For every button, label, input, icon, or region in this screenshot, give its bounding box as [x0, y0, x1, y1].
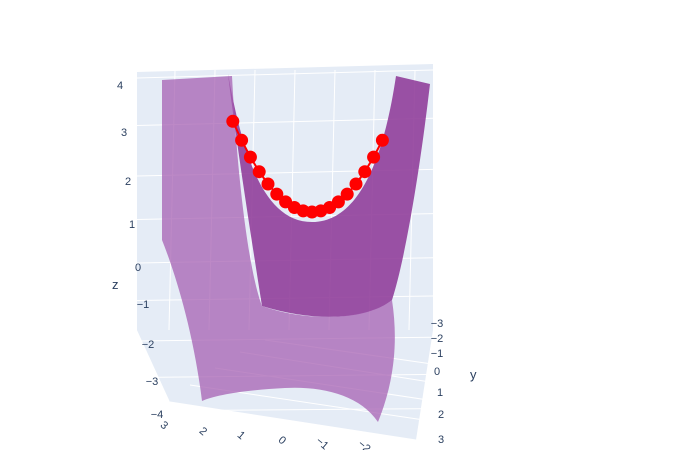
x-tick-label: 3 [158, 419, 170, 432]
scatter-point [235, 133, 249, 147]
y-tick-label: −2 [431, 333, 444, 345]
left-wall [137, 72, 170, 402]
scatter-point [226, 114, 240, 128]
x-tick-label: 0 [276, 434, 288, 447]
grid-line-z [136, 408, 434, 412]
x-tick-label: 1 [235, 429, 247, 442]
scatter-point [261, 177, 275, 191]
grid-line-floor [169, 401, 417, 441]
z-tick-label: 3 [121, 127, 127, 139]
y-axis-ticks: −3 −2 −1 0 1 2 3 [431, 318, 444, 446]
y-tick-label: 0 [434, 366, 440, 378]
z-tick-label: −4 [151, 409, 164, 421]
surface-far-sheet [228, 74, 430, 317]
grid-line-z [136, 69, 434, 79]
y-tick-label: −1 [431, 348, 444, 360]
scatter-point [252, 165, 266, 179]
scatter-point [349, 177, 363, 191]
scatter-point [367, 150, 381, 164]
scatter-point [340, 187, 354, 201]
z-tick-label: 1 [129, 219, 135, 231]
surface-near-sheet [162, 76, 395, 422]
x-tick-label: −2 [355, 438, 372, 450]
z-tick-label: −2 [142, 339, 155, 351]
scatter-point [243, 150, 257, 164]
y-axis-title: y [470, 367, 477, 382]
scatter-point [375, 133, 389, 147]
z-tick-label: 0 [135, 262, 141, 274]
scatter-trace [226, 114, 389, 219]
z-tick-label: −3 [146, 376, 159, 388]
y-tick-label: 3 [438, 434, 444, 446]
y-tick-label: −3 [431, 318, 444, 330]
z-tick-label: 4 [117, 80, 123, 92]
z-axis-title: z [112, 277, 119, 292]
scatter-point [331, 195, 345, 209]
y-tick-label: 1 [437, 387, 443, 399]
z-axis-ticks: 4 3 2 1 0 −1 −2 −3 −4 [117, 80, 163, 421]
scatter-point [358, 165, 372, 179]
y-tick-label: 2 [438, 409, 444, 421]
x-tick-label: 2 [197, 425, 209, 438]
scatter-point [270, 187, 284, 201]
x-tick-label: −1 [313, 435, 330, 450]
z-tick-label: −1 [137, 299, 150, 311]
z-tick-label: 2 [125, 176, 131, 188]
